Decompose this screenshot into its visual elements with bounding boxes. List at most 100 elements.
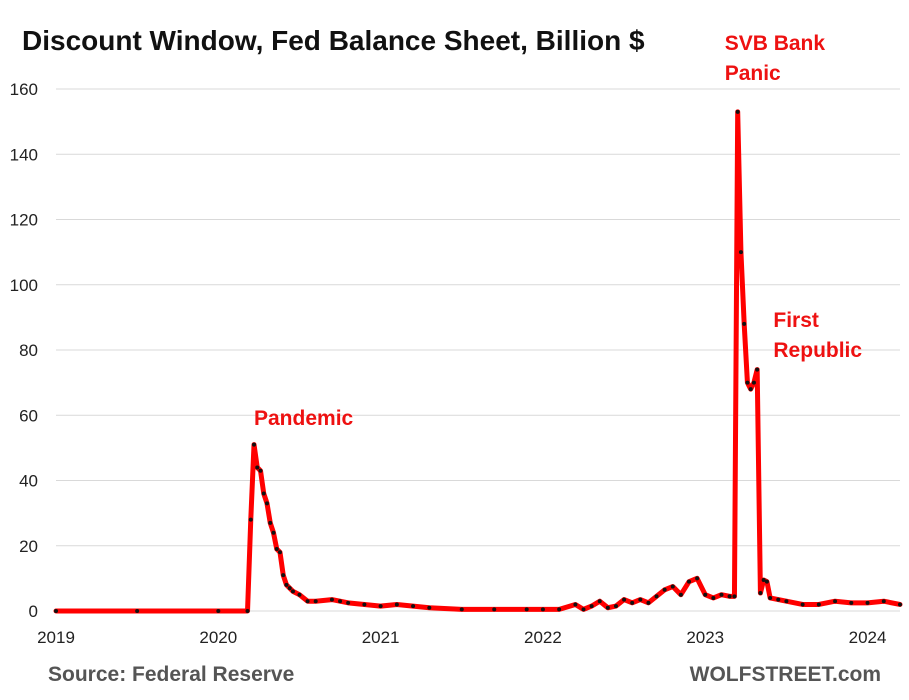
- data-point: [745, 380, 750, 385]
- data-point: [287, 586, 292, 591]
- x-tick-label: 2024: [849, 628, 887, 647]
- data-point: [622, 597, 627, 602]
- data-point: [284, 582, 289, 587]
- annotation-line: Pandemic: [254, 407, 354, 430]
- data-point: [732, 594, 737, 599]
- y-tick-label: 40: [19, 472, 38, 491]
- annotation-2: First Republic: [773, 309, 862, 362]
- data-point: [695, 576, 700, 581]
- data-point: [589, 604, 594, 609]
- data-point: [261, 491, 266, 496]
- data-point: [630, 600, 635, 605]
- data-point: [258, 468, 263, 473]
- data-point: [751, 380, 756, 385]
- data-point: [492, 607, 497, 612]
- data-point: [776, 597, 781, 602]
- annotation-0: Pandemic: [254, 407, 354, 430]
- y-tick-label: 100: [10, 276, 38, 295]
- data-point: [255, 465, 260, 470]
- annotations: Pandemic SVB Bank Panic First Republic: [254, 32, 862, 430]
- data-point: [346, 600, 351, 605]
- data-point: [411, 604, 416, 609]
- x-tick-label: 2023: [686, 628, 724, 647]
- data-point: [784, 599, 789, 604]
- data-point: [252, 442, 257, 447]
- data-point: [427, 605, 432, 610]
- data-point: [670, 584, 675, 589]
- source-note: Source: Federal Reserve: [48, 663, 294, 686]
- data-point: [613, 604, 618, 609]
- data-point: [898, 602, 902, 607]
- data-point: [277, 550, 282, 555]
- data-point: [135, 609, 140, 613]
- data-point: [248, 517, 253, 522]
- data-point: [394, 602, 399, 607]
- data-point: [290, 589, 295, 594]
- data-point: [654, 594, 659, 599]
- data-point: [305, 599, 310, 604]
- data-point: [735, 109, 740, 114]
- annotation-line: Republic: [773, 339, 862, 362]
- annotation-1: SVB Bank Panic: [725, 32, 826, 85]
- data-point: [265, 501, 269, 506]
- y-tick-label: 160: [10, 80, 38, 99]
- data-point: [274, 547, 279, 552]
- data-point: [54, 609, 58, 613]
- data-point: [297, 592, 302, 597]
- data-point: [816, 602, 821, 607]
- data-point: [719, 592, 724, 597]
- data-point: [313, 599, 318, 604]
- y-tick-label: 120: [10, 211, 38, 230]
- y-tick-label: 140: [10, 145, 38, 164]
- data-point: [738, 250, 743, 255]
- data-point: [761, 578, 766, 583]
- data-point: [362, 602, 367, 607]
- data-point: [581, 607, 586, 612]
- y-tick-label: 0: [29, 602, 38, 621]
- data-point: [245, 609, 250, 613]
- data-point: [881, 599, 886, 604]
- data-point: [764, 579, 769, 584]
- data-point: [742, 321, 747, 326]
- data-point: [748, 387, 753, 392]
- y-tick-label: 20: [19, 537, 38, 556]
- data-point: [833, 599, 838, 604]
- data-point: [597, 599, 602, 604]
- data-point: [768, 595, 773, 600]
- gridlines: [56, 88, 900, 612]
- annotation-line: Panic: [725, 62, 781, 85]
- data-point: [268, 520, 273, 525]
- data-point: [557, 607, 562, 612]
- data-point: [271, 530, 276, 535]
- data-point: [646, 600, 651, 605]
- data-point: [711, 595, 716, 600]
- x-tick-label: 2020: [199, 628, 237, 647]
- brand-watermark: WOLFSTREET.com: [690, 663, 881, 686]
- data-point: [758, 591, 763, 596]
- data-point: [662, 587, 667, 592]
- data-point: [378, 604, 383, 609]
- y-axis-ticks: 0 20 40 60 80 100 120 140 160: [10, 80, 38, 621]
- data-point: [638, 597, 643, 602]
- data-point: [540, 607, 545, 612]
- data-point: [800, 602, 805, 607]
- data-point: [524, 607, 529, 612]
- data-point: [755, 367, 760, 372]
- chart-title: Discount Window, Fed Balance Sheet, Bill…: [22, 25, 645, 56]
- x-tick-label: 2022: [524, 628, 562, 647]
- y-tick-label: 60: [19, 406, 38, 425]
- x-tick-label: 2021: [362, 628, 400, 647]
- data-point: [281, 573, 286, 578]
- data-point: [338, 599, 343, 604]
- data-point: [216, 609, 221, 613]
- data-point: [605, 605, 610, 610]
- x-tick-label: 2019: [37, 628, 75, 647]
- data-point: [865, 600, 870, 605]
- data-point: [678, 592, 683, 597]
- annotation-line: First: [773, 309, 819, 332]
- data-point: [573, 602, 578, 607]
- data-point: [329, 597, 334, 602]
- data-point: [459, 607, 464, 612]
- data-point: [727, 594, 732, 599]
